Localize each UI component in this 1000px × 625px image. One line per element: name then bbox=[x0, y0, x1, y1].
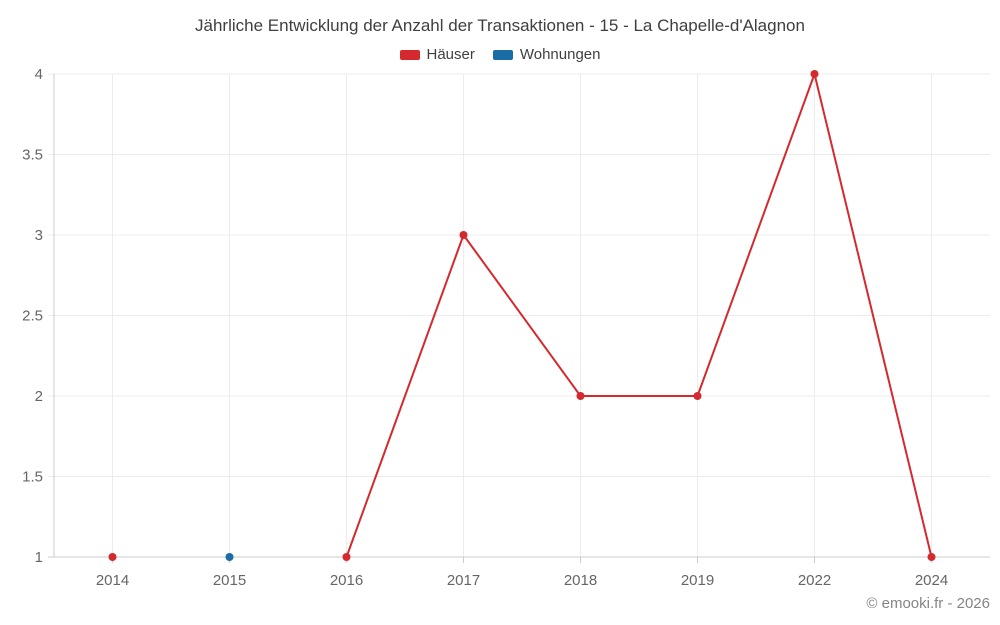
data-point bbox=[459, 231, 468, 239]
chart-title: Jährliche Entwicklung der Anzahl der Tra… bbox=[195, 16, 805, 35]
data-point bbox=[576, 392, 585, 400]
x-tick-label: 2015 bbox=[213, 572, 246, 589]
data-point bbox=[108, 553, 117, 561]
x-tick-label: 2018 bbox=[564, 572, 597, 589]
legend-label-haeuser: Häuser bbox=[426, 46, 475, 63]
y-tick-label: 4 bbox=[35, 66, 43, 83]
x-tick-label: 2016 bbox=[330, 572, 363, 589]
data-point bbox=[225, 553, 234, 561]
y-tick-label: 2 bbox=[35, 388, 43, 405]
chart-legend: Häuser Wohnungen bbox=[0, 46, 1000, 63]
y-tick-label: 3.5 bbox=[22, 147, 43, 164]
series-line bbox=[345, 73, 933, 558]
data-point bbox=[342, 553, 351, 561]
haeuser-series-swatch-icon bbox=[399, 49, 420, 60]
wohnungen-series-swatch-icon bbox=[492, 49, 513, 60]
x-tick-label: 2022 bbox=[798, 572, 831, 589]
y-tick-label: 2.5 bbox=[22, 308, 43, 325]
y-tick-label: 3 bbox=[35, 227, 43, 244]
x-tick-label: 2019 bbox=[681, 572, 714, 589]
y-tick-label: 1.5 bbox=[22, 469, 43, 486]
legend-item-haeuser[interactable]: Häuser bbox=[399, 46, 475, 63]
legend-item-wohnungen[interactable]: Wohnungen bbox=[492, 46, 601, 63]
x-tick-label: 2017 bbox=[447, 572, 480, 589]
data-point bbox=[693, 392, 702, 400]
x-tick-label: 2024 bbox=[915, 572, 948, 589]
data-point bbox=[810, 70, 819, 78]
data-point bbox=[927, 553, 936, 561]
watermark: © emooki.fr - 2026 bbox=[866, 595, 990, 612]
legend-label-wohnungen: Wohnungen bbox=[519, 46, 601, 63]
y-tick-label: 1 bbox=[35, 549, 43, 566]
x-tick-label: 2014 bbox=[96, 572, 129, 589]
